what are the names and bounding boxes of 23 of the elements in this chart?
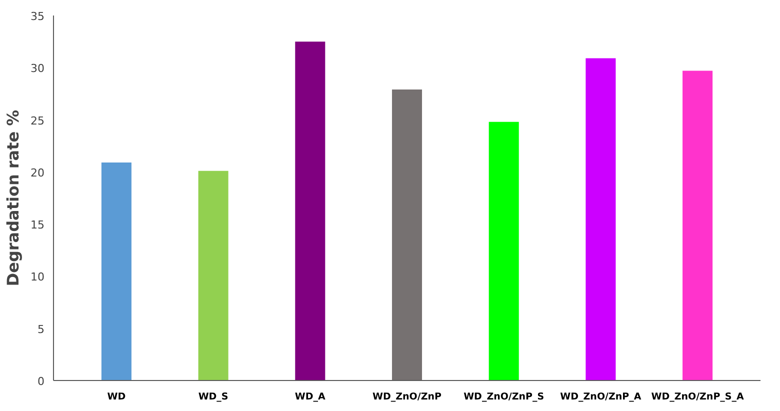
bar <box>488 122 519 380</box>
bar <box>295 42 326 380</box>
y-tick-label: 5 <box>38 322 44 336</box>
x-tick-label: WD_A <box>294 392 326 402</box>
x-tick-label: WD_ZnO/ZnP_A <box>560 392 642 402</box>
y-axis-title: Degradation rate % <box>4 110 23 286</box>
y-tick-label: 25 <box>30 114 45 128</box>
bar <box>101 162 132 380</box>
x-tick-label: WD <box>107 392 126 402</box>
y-tick-label: 35 <box>30 10 45 23</box>
x-tick-label: WD_ZnO/ZnP_S <box>464 392 544 402</box>
x-tick-label: WD_ZnO/ZnP_S_A <box>651 392 745 402</box>
bar <box>198 170 228 380</box>
y-tick-label: 30 <box>30 62 45 76</box>
y-tick-label: 10 <box>30 270 45 284</box>
y-tick-label: 20 <box>30 166 45 180</box>
bar <box>682 70 713 380</box>
x-tick-label: WD_ZnO/ZnP <box>372 392 442 402</box>
y-tick-label: 15 <box>30 218 45 232</box>
bar <box>586 58 616 380</box>
x-tick-label: WD_S <box>198 392 228 402</box>
y-tick-label: 0 <box>38 375 44 388</box>
bar <box>392 90 422 380</box>
